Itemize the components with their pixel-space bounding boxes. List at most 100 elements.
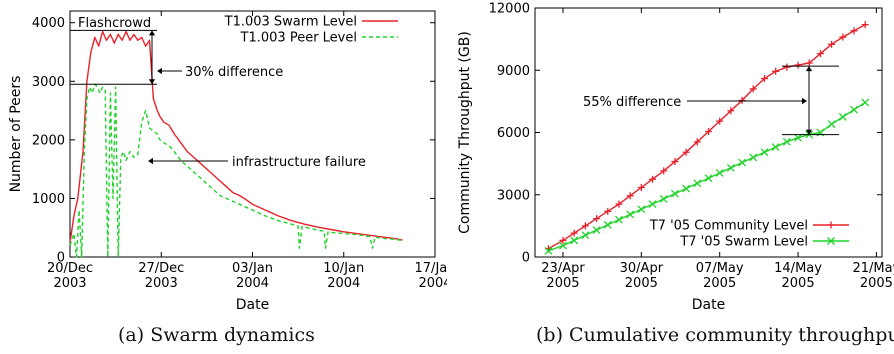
data-point-marker bbox=[671, 158, 679, 166]
legend-marker bbox=[827, 237, 835, 245]
y-tick-label: 3000 bbox=[32, 75, 65, 90]
data-point-marker bbox=[738, 96, 746, 104]
y-tick-label: 3000 bbox=[497, 188, 530, 203]
data-point-marker bbox=[648, 200, 657, 209]
data-point-marker bbox=[772, 67, 780, 75]
y-tick-label: 6000 bbox=[497, 126, 530, 141]
legend-label-1: T1.003 Peer Level bbox=[240, 31, 357, 46]
data-point-marker bbox=[727, 107, 735, 115]
data-point-marker bbox=[581, 231, 590, 240]
data-point-marker bbox=[760, 148, 769, 157]
annotation-arrowhead bbox=[805, 66, 813, 72]
data-point-marker bbox=[705, 127, 712, 135]
y-tick-label: 4000 bbox=[32, 16, 65, 31]
data-point-marker bbox=[570, 236, 579, 245]
x-tick-label: 10/Jan bbox=[323, 261, 364, 276]
data-point-marker bbox=[559, 241, 567, 250]
annotation-55-difference: 55% difference bbox=[583, 95, 681, 110]
data-point-marker bbox=[850, 27, 858, 35]
x-tick-label-year: 2005 bbox=[703, 276, 736, 291]
data-point-marker bbox=[794, 61, 802, 69]
data-point-marker bbox=[682, 184, 691, 193]
data-point-marker bbox=[570, 229, 578, 237]
x-tick-label-year: 2004 bbox=[236, 276, 269, 291]
x-tick-label: 23/Apr bbox=[541, 261, 585, 276]
data-point-marker bbox=[593, 215, 601, 223]
data-point-marker bbox=[649, 175, 657, 183]
data-point-marker bbox=[660, 167, 668, 175]
data-point-marker bbox=[771, 143, 780, 151]
data-point-marker bbox=[716, 117, 724, 125]
data-point-marker bbox=[749, 85, 757, 93]
chart-a-svg: 0100020003000400020/Dec200327/Dec200303/… bbox=[8, 10, 447, 313]
data-point-marker bbox=[559, 236, 567, 244]
y-tick-label: 0 bbox=[57, 251, 65, 266]
data-point-marker bbox=[670, 189, 679, 198]
annotation-arrowhead bbox=[148, 157, 153, 165]
data-point-marker bbox=[626, 210, 635, 219]
x-tick-label: 20/Dec bbox=[47, 261, 93, 276]
data-point-marker bbox=[738, 158, 747, 167]
data-point-marker bbox=[850, 105, 858, 114]
data-point-marker bbox=[626, 192, 634, 200]
data-point-marker bbox=[805, 59, 813, 67]
annotation-infrastructure-failure: infrastructure failure bbox=[232, 155, 366, 170]
data-point-marker bbox=[693, 138, 701, 146]
annotation-arrowhead bbox=[802, 97, 807, 105]
data-point-marker bbox=[828, 40, 836, 48]
x-tick-label-year: 2003 bbox=[145, 276, 178, 291]
x-tick-label: 14/May bbox=[774, 261, 822, 276]
data-point-marker bbox=[726, 163, 735, 172]
caption-b: (b) Cumulative community throughput bbox=[536, 324, 894, 346]
series-line-0 bbox=[69, 30, 403, 243]
data-point-marker bbox=[838, 112, 847, 121]
y-tick-label: 0 bbox=[522, 251, 530, 266]
annotation-30-difference: 30% difference bbox=[185, 65, 283, 80]
annotation-arrowhead bbox=[148, 30, 156, 36]
data-point-marker bbox=[816, 50, 824, 58]
annotation-arrowhead bbox=[157, 67, 162, 75]
data-point-marker bbox=[682, 148, 690, 156]
x-tick-label-year: 2003 bbox=[53, 276, 86, 291]
legend-marker bbox=[827, 221, 835, 229]
legend-label-0: T1.003 Swarm Level bbox=[224, 15, 357, 30]
x-tick-label: 21/May bbox=[852, 261, 894, 276]
y-tick-label: 1000 bbox=[32, 192, 65, 207]
x-tick-label-year: 2005 bbox=[546, 276, 579, 291]
data-point-marker bbox=[760, 75, 768, 83]
annotation-flashcrowd: Flashcrowd bbox=[78, 16, 151, 31]
chart-b-svg: 03000600090001200023/Apr200530/Apr200507… bbox=[457, 2, 894, 314]
x-axis-label: Date bbox=[692, 297, 725, 313]
legend-label-1: T7 '05 Swarm Level bbox=[679, 235, 808, 250]
data-point-marker bbox=[603, 220, 612, 229]
y-axis-label: Number of Peers bbox=[8, 76, 24, 193]
data-point-marker bbox=[861, 21, 869, 29]
caption-a: (a) Swarm dynamics bbox=[118, 324, 315, 346]
data-point-marker bbox=[839, 33, 847, 41]
data-point-marker bbox=[659, 194, 668, 203]
x-tick-label-year: 2005 bbox=[782, 276, 815, 291]
data-point-marker bbox=[794, 133, 803, 142]
x-tick-label-year: 2004 bbox=[327, 276, 360, 291]
x-tick-label-year: 2004 bbox=[418, 276, 447, 291]
data-point-marker bbox=[783, 63, 791, 71]
data-point-marker bbox=[782, 137, 791, 146]
x-tick-label: 03/Jan bbox=[232, 261, 273, 276]
data-point-marker bbox=[704, 174, 713, 183]
annotation-arrowhead bbox=[805, 129, 813, 135]
data-point-marker bbox=[544, 246, 553, 255]
data-point-marker bbox=[592, 226, 601, 234]
data-point-marker bbox=[749, 153, 758, 162]
series-line-0 bbox=[548, 23, 866, 250]
data-point-marker bbox=[827, 120, 836, 129]
x-axis-label: Date bbox=[236, 297, 269, 313]
y-tick-label: 2000 bbox=[32, 133, 65, 148]
data-point-marker bbox=[637, 183, 645, 191]
x-tick-label: 07/May bbox=[696, 261, 744, 276]
data-point-marker bbox=[581, 222, 589, 230]
annotation-arrowhead bbox=[148, 79, 156, 85]
data-point-marker bbox=[693, 179, 702, 188]
data-point-marker bbox=[614, 215, 623, 224]
data-point-marker bbox=[861, 98, 870, 107]
